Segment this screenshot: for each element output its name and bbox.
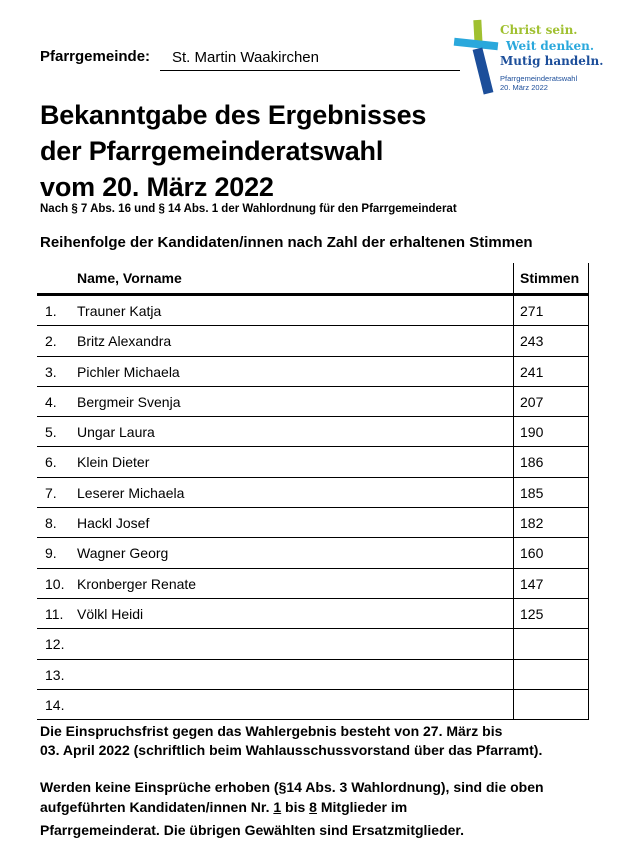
notice-text: Mitglieder im	[316, 799, 408, 815]
vote-count: 147	[513, 568, 589, 598]
vote-count: 185	[513, 477, 589, 508]
candidate-name: Klein Dieter	[77, 454, 150, 471]
candidate-name: Völkl Heidi	[77, 605, 144, 622]
table-row: 10. Kronberger Renate 147	[37, 568, 589, 599]
legal-reference: Nach § 7 Abs. 16 und § 14 Abs. 1 der Wah…	[40, 203, 457, 215]
cross-icon	[453, 19, 499, 95]
rank: 9.	[45, 545, 57, 562]
rank: 4.	[45, 393, 57, 410]
rank: 12.	[45, 636, 65, 653]
header-name: Name, Vorname	[77, 270, 182, 286]
member-to: 8	[309, 799, 317, 815]
table-row: 5. Ungar Laura 190	[37, 417, 589, 448]
logo-caption-1: Pfarrgemeinderatswahl	[500, 74, 578, 83]
table-row: 14.	[37, 689, 589, 721]
vote-count: 241	[513, 356, 589, 386]
vote-count: 160	[513, 538, 589, 568]
table-row: 9. Wagner Georg 160	[37, 538, 589, 569]
rank: 6.	[45, 454, 57, 471]
rank: 7.	[45, 484, 57, 501]
results-table: Name, Vorname Stimmen 1. Trauner Katja 271…	[37, 263, 589, 721]
table-row: 12.	[37, 629, 589, 660]
table-row: 13.	[37, 659, 589, 690]
rank: 14.	[45, 696, 65, 713]
vote-count: 190	[513, 417, 589, 447]
section-heading: Reihenfolge der Kandidaten/innen nach Za…	[40, 234, 533, 251]
vote-count: 243	[513, 326, 589, 356]
election-logo: Christ sein. Weit denken. Mutig handeln.…	[452, 18, 612, 98]
logo-caption-2: 20. März 2022	[500, 83, 548, 92]
candidate-name: Trauner Katja	[77, 303, 162, 319]
table-row: 2. Britz Alexandra 243	[37, 326, 589, 357]
table-row: 3. Pichler Michaela 241	[37, 356, 589, 387]
rank: 1.	[45, 303, 57, 319]
parish-label: Pfarrgemeinde:	[40, 48, 151, 65]
parish-name-field: St. Martin Waakirchen	[160, 49, 460, 71]
vote-count: 182	[513, 508, 589, 538]
candidate-name: Ungar Laura	[77, 424, 155, 441]
page-title: Bekanntgabe des Ergebnisses der Pfarrgem…	[40, 97, 426, 205]
candidate-name: Britz Alexandra	[77, 333, 172, 350]
candidate-name: Kronberger Renate	[77, 575, 197, 592]
rank: 2.	[45, 333, 57, 350]
rank: 3.	[45, 363, 57, 380]
logo-slogan-3: Mutig handeln.	[500, 54, 604, 68]
notice-line: Werden keine Einsprüche erhoben (§14 Abs…	[40, 779, 544, 795]
candidate-name: Bergmeir Svenja	[77, 393, 181, 410]
rank: 5.	[45, 424, 57, 441]
table-row: 6. Klein Dieter 186	[37, 447, 589, 478]
table-row: 11. Völkl Heidi 125	[37, 598, 589, 630]
vote-count	[513, 629, 589, 659]
title-line: vom 20. März 2022	[40, 172, 274, 202]
notice-line: 03. April 2022 (schriftlich beim Wahlaus…	[40, 742, 543, 758]
rank: 8.	[45, 515, 57, 532]
table-row: 8. Hackl Josef 182	[37, 508, 589, 539]
candidate-name: Wagner Georg	[77, 545, 169, 562]
rank: 11.	[45, 605, 64, 622]
objection-notice: Die Einspruchsfrist gegen das Wahlergebn…	[40, 722, 542, 760]
logo-caption: Pfarrgemeinderatswahl 20. März 2022	[500, 74, 577, 92]
result-notice: Werden keine Einsprüche erhoben (§14 Abs…	[40, 777, 544, 840]
candidate-name: Hackl Josef	[77, 515, 150, 532]
logo-slogan-2: Weit denken.	[506, 39, 595, 53]
logo-slogan-1: Christ sein.	[500, 23, 578, 37]
notice-text: aufgeführten Kandidaten/innen Nr.	[40, 799, 274, 815]
table-row: 7. Leserer Michaela 185	[37, 477, 589, 509]
vote-count: 186	[513, 447, 589, 477]
vote-count: 125	[513, 598, 589, 629]
notice-line: Die Einspruchsfrist gegen das Wahlergebn…	[40, 723, 503, 739]
table-row: 4. Bergmeir Svenja 207	[37, 386, 589, 418]
vote-count	[513, 689, 589, 720]
table-header: Name, Vorname Stimmen	[37, 263, 589, 296]
rank: 13.	[45, 666, 65, 683]
header-votes: Stimmen	[513, 263, 589, 293]
member-from: 1	[273, 799, 282, 815]
table-row: 1. Trauner Katja 271	[37, 296, 589, 327]
vote-count: 271	[513, 296, 589, 326]
vote-count: 207	[513, 386, 589, 417]
notice-line: aufgeführten Kandidaten/innen Nr. 1 bis …	[40, 797, 544, 817]
candidate-name: Pichler Michaela	[77, 363, 180, 380]
notice-line: Pfarrgemeinderat. Die übrigen Gewählten …	[40, 822, 464, 838]
candidate-name: Leserer Michaela	[77, 484, 185, 501]
title-line: Bekanntgabe des Ergebnisses	[40, 100, 427, 130]
parish-label-text: Pfarrgemeinde	[40, 48, 146, 65]
notice-text: bis	[281, 799, 310, 815]
rank: 10.	[45, 575, 65, 592]
vote-count	[513, 659, 589, 689]
title-line: der Pfarrgemeinderatswahl	[40, 136, 384, 166]
